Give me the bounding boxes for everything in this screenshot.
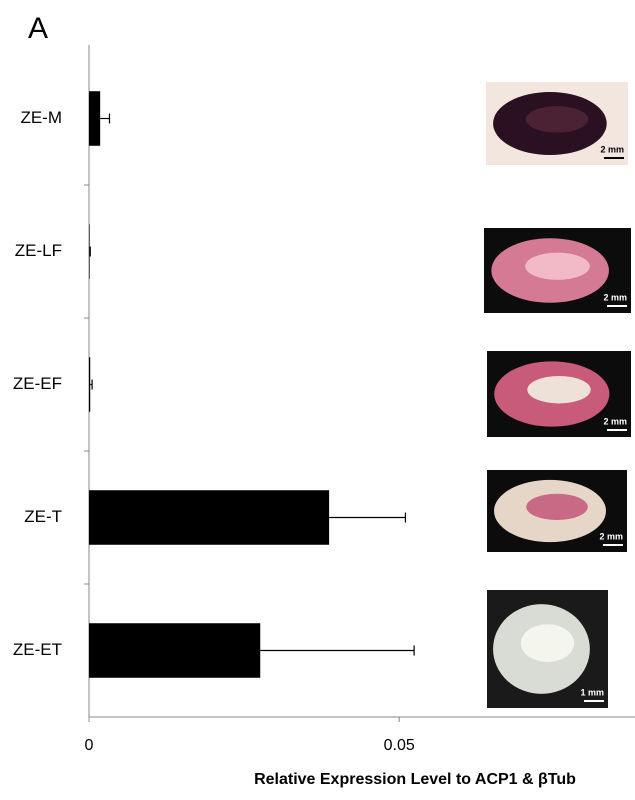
chart: A Relative Expression Level to ACP1 & βT… [0, 0, 635, 800]
scale-label: 2 mm [599, 531, 623, 541]
y-tick-label: ZE-LF [15, 241, 62, 260]
bar [89, 224, 90, 279]
y-tick-label: ZE-T [24, 507, 62, 526]
page: A Relative Expression Level to ACP1 & βT… [0, 0, 635, 800]
photo-detail [525, 253, 590, 280]
photo-detail [527, 376, 590, 404]
x-tick-label: 0.05 [384, 737, 415, 754]
error-bar [329, 513, 405, 523]
x-tick-label: 0 [85, 737, 94, 754]
scale-label: 2 mm [603, 292, 627, 302]
scale-label: 2 mm [603, 416, 627, 426]
photo-detail [526, 106, 588, 133]
x-axis-title: Relative Expression Level to ACP1 & βTub [254, 771, 576, 788]
y-tick-label: ZE-EF [13, 374, 62, 393]
error-bar [90, 247, 91, 257]
error-bar [90, 380, 92, 390]
panel-label: A [28, 12, 48, 45]
error-bar [100, 114, 109, 124]
scale-label: 1 mm [580, 687, 604, 697]
scale-label: 2 mm [600, 144, 624, 154]
y-tick-label: ZE-ET [13, 640, 62, 659]
photo-detail [521, 624, 574, 662]
bar [89, 490, 329, 545]
photo-detail [526, 494, 588, 520]
bar [89, 91, 100, 146]
bar [89, 357, 90, 412]
bar [89, 623, 260, 678]
error-bar [260, 646, 414, 656]
y-tick-label: ZE-M [20, 108, 62, 127]
